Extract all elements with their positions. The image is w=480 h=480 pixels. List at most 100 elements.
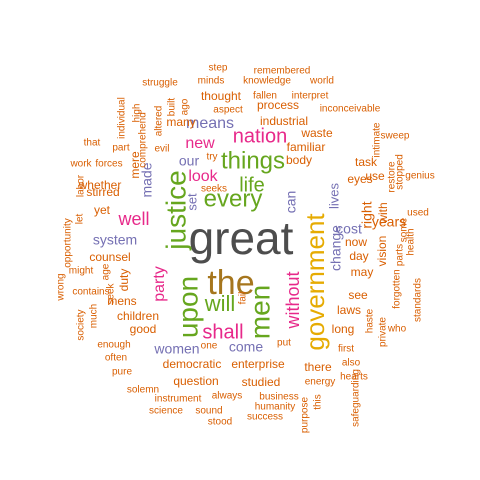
word-inconceivable: inconceivable [320,104,381,115]
word-fail: fail [238,292,249,305]
word-great: great [189,212,294,264]
word-knowledge: knowledge [243,76,291,87]
word-every: every [204,185,263,212]
word-without: without [283,271,303,329]
word-women: women [153,341,199,357]
word-look: look [188,168,218,185]
word-will: will [204,291,236,316]
word-individual: individual [117,97,128,139]
word-things: things [221,147,285,174]
word-question: question [173,374,218,388]
word-opportunity: opportunity [63,218,74,267]
word-contains: contains [72,287,109,298]
word-standards: standards [413,278,424,322]
word-comprehend: comprehend [138,112,149,168]
word-with: with [376,202,390,224]
word-industrial: industrial [260,114,308,128]
word-process: process [257,98,299,112]
word-built: built [167,98,178,117]
word-one: one [201,341,218,352]
word-day: day [349,249,368,263]
word-system: system [93,232,137,248]
word-task: task [355,155,378,169]
word-forgotten: forgotten [392,269,403,308]
word-step: step [209,63,228,74]
word-lives: lives [326,183,341,210]
word-humanity: humanity [255,402,296,413]
word-altered: altered [154,106,165,137]
word-intimate: intimate [372,122,383,157]
word-purpose: purpose [300,396,311,433]
word-fallen: fallen [253,91,277,102]
word-laws: laws [337,303,361,317]
word-many: many [166,115,195,129]
word-use: use [365,169,385,183]
word-children: children [117,309,159,323]
word-energy: energy [305,377,336,388]
word-may: may [351,265,374,279]
word-there: there [304,360,332,374]
word-put: put [277,338,291,349]
word-evil: evil [154,144,169,155]
word-eyes: eyes [347,172,372,186]
word-who: who [387,324,407,335]
word-world: world [309,76,334,87]
word-sound: sound [195,406,222,417]
word-instrument: instrument [155,394,202,405]
word-come: come [229,339,263,355]
word-work: work [69,159,92,170]
word-that: that [84,138,101,149]
word-thought: thought [201,89,242,103]
word-genius: genius [405,171,434,182]
word-interpret: interpret [292,91,329,102]
word-stopped: stopped [395,154,406,190]
word-shall: shall [202,321,243,343]
word-now: now [345,235,367,249]
word-sweep: sweep [381,131,410,142]
word-see: see [348,288,368,302]
word-seek: seek [106,282,117,304]
word-vision: vision [375,236,389,267]
word-studied: studied [242,375,281,389]
word-years: years [372,214,406,230]
word-try: try [206,152,217,163]
word-familiar: familiar [287,140,326,154]
word-our: our [179,153,200,169]
word-waste: waste [300,126,333,140]
word-means: means [186,115,234,132]
word-counsel: counsel [89,250,130,264]
word-justice: justice [160,170,191,250]
word-business: business [259,392,298,403]
word-parts: parts [395,244,406,266]
word-private: private [378,317,389,347]
word-duty: duty [117,269,131,292]
word-seeks: seeks [201,184,227,195]
word-nation: nation [233,125,288,147]
word-can: can [283,191,299,214]
word-minds: minds [198,76,225,87]
word-restore: restore [387,161,398,193]
word-age: age [101,263,112,280]
word-made: made [139,162,155,197]
word-change: change [328,225,344,271]
word-first: first [338,344,354,355]
word-mere: mere [128,151,142,179]
word-forces: forces [95,159,122,170]
word-some: some [399,217,410,242]
word-remembered: remembered [254,66,311,77]
word-upon: upon [172,276,203,338]
word-stood: stood [208,417,232,428]
word-success: success [247,412,283,423]
word-let: let [75,213,86,224]
word-part: part [112,143,129,154]
word-struggle: struggle [142,78,178,89]
word-democratic: democratic [163,357,222,371]
word-set: set [184,193,199,211]
word-health: health [406,228,417,255]
word-stirred: stirred [86,185,119,199]
word-wrong: wrong [56,273,67,301]
word-often: often [105,353,127,364]
word-government: government [300,213,330,351]
